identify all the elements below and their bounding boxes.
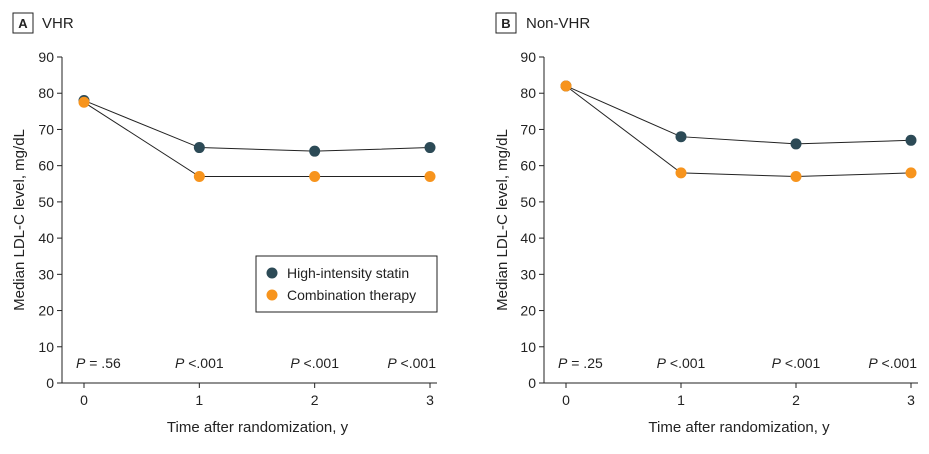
series-line-combination: [83, 101, 430, 178]
panel-badge: [12, 12, 34, 34]
y-tick-label: 30: [38, 266, 54, 282]
x-axis-title: Time after randomization, y: [648, 419, 830, 436]
x-tick-label: 1: [677, 392, 685, 408]
data-point-combination: [560, 80, 572, 92]
data-point-combination: [309, 171, 321, 183]
panel-b: B Non-VHR 0 10 20 30 40 50 60 70 80 90 0 1 2 3 Time afte…: [494, 12, 918, 436]
y-axis-title: Median LDL-C level, mg/dL: [494, 129, 511, 311]
y-tick-label: 80: [38, 85, 54, 101]
x-tick-label: 3: [907, 392, 915, 408]
x-tick-label: 0: [80, 392, 88, 408]
y-tick-label: 90: [520, 49, 536, 65]
p-value-label: P <.001: [772, 355, 821, 371]
x-tick-label: 2: [311, 392, 319, 408]
legend-box: [255, 255, 438, 313]
p-value-symbol: P: [290, 355, 300, 371]
p-value-text: = .25: [567, 355, 603, 371]
panel-title: VHR: [42, 15, 74, 32]
legend-swatch-statin: [266, 267, 278, 279]
panel-badge: [495, 12, 517, 34]
p-value-symbol: P: [387, 355, 397, 371]
data-point-statin: [193, 142, 205, 154]
x-tick-label: 1: [195, 392, 203, 408]
y-tick-label: 40: [520, 230, 536, 246]
data-point-combination: [424, 171, 436, 183]
data-point-statin: [905, 134, 917, 146]
data-point-statin: [675, 131, 687, 143]
p-value-label: P <.001: [657, 355, 706, 371]
y-tick-label: 70: [520, 121, 536, 137]
y-tick-label: 30: [520, 266, 536, 282]
series-line-statin: [83, 100, 431, 152]
data-point-combination: [905, 167, 917, 179]
p-value-text: <.001: [781, 355, 821, 371]
y-tick-label: 10: [520, 339, 536, 355]
p-value-symbol: P: [772, 355, 782, 371]
y-tick-label: 50: [38, 194, 54, 210]
y-tick-label: 10: [38, 339, 54, 355]
legend-label-statin: High-intensity statin: [287, 265, 409, 281]
y-axis-title: Median LDL-C level, mg/dL: [11, 129, 28, 311]
panel-title: Non-VHR: [526, 15, 590, 32]
p-value-text: = .56: [85, 355, 121, 371]
data-point-statin: [309, 145, 321, 157]
data-point-combination: [675, 167, 687, 179]
p-value-label: P = .56: [76, 355, 121, 371]
y-tick-label: 50: [520, 194, 536, 210]
x-axis-title: Time after randomization, y: [167, 419, 349, 436]
legend: High-intensity statin Combination therapy: [255, 255, 438, 313]
series-line-statin: [565, 85, 912, 145]
x-tick-label: 3: [426, 392, 434, 408]
p-value-text: <.001: [878, 355, 918, 371]
p-value-label: P = .25: [558, 355, 603, 371]
y-tick-label: 70: [38, 121, 54, 137]
y-tick-label: 90: [38, 49, 54, 65]
y-tick-label: 0: [528, 375, 536, 391]
panel-letter: A: [18, 16, 28, 31]
p-value-symbol: P: [558, 355, 568, 371]
p-value-label: P <.001: [387, 355, 436, 371]
p-value-text: <.001: [397, 355, 437, 371]
p-value-label: P <.001: [175, 355, 224, 371]
data-point-combination: [790, 171, 802, 183]
y-tick-label: 40: [38, 230, 54, 246]
p-value-symbol: P: [76, 355, 86, 371]
y-tick-label: 60: [38, 158, 54, 174]
y-tick-label: 0: [46, 375, 54, 391]
legend-swatch-combination: [266, 289, 278, 301]
p-value-label: P <.001: [868, 355, 917, 371]
legend-label-combination: Combination therapy: [287, 287, 416, 303]
data-point-combination: [78, 96, 90, 108]
p-value-symbol: P: [868, 355, 878, 371]
panel-letter: B: [501, 16, 510, 31]
data-point-statin: [790, 138, 802, 150]
panel-a: A VHR 0 10 20 30 40 50 60 70 80 90 0 1 2 3 Time after ra…: [11, 12, 438, 436]
p-value-symbol: P: [175, 355, 185, 371]
y-tick-label: 60: [520, 158, 536, 174]
x-tick-label: 0: [562, 392, 570, 408]
p-value-text: <.001: [666, 355, 706, 371]
y-tick-label: 20: [520, 303, 536, 319]
p-value-label: P <.001: [290, 355, 339, 371]
x-tick-label: 2: [792, 392, 800, 408]
y-tick-label: 20: [38, 303, 54, 319]
p-value-text: <.001: [300, 355, 340, 371]
series-line-combination: [565, 85, 912, 178]
p-value-text: <.001: [184, 355, 224, 371]
data-point-statin: [424, 142, 436, 154]
data-point-combination: [193, 171, 205, 183]
y-tick-label: 80: [520, 85, 536, 101]
p-value-symbol: P: [657, 355, 667, 371]
